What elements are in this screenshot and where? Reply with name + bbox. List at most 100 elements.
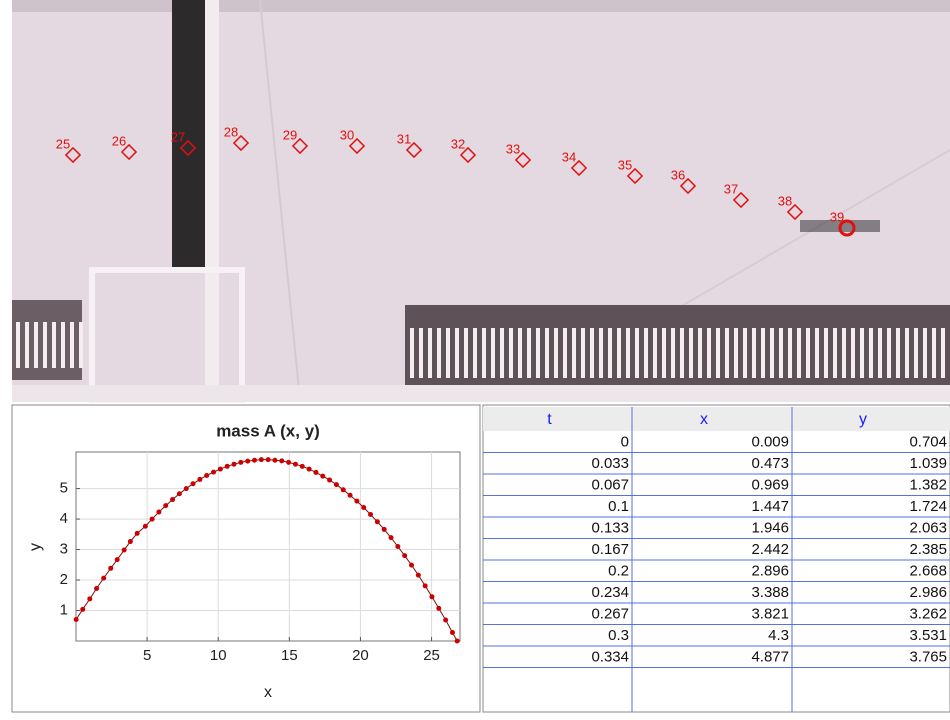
slat [797,328,801,378]
slat [653,328,657,378]
data-point [170,497,175,502]
slat [581,328,585,378]
x-tick-label: 15 [281,647,298,664]
data-point [94,586,99,591]
slat [527,328,531,378]
table-cell: 0.133 [591,520,629,537]
slat [455,328,459,378]
table-cell: 0.009 [751,434,789,451]
data-point [101,576,106,581]
slat [545,328,549,378]
marker-label: 37 [724,181,738,196]
page: 252627282930313233343536373839 mass A (x… [0,0,950,715]
slat [16,322,20,368]
data-point [74,617,79,622]
table-cell: 3.821 [751,606,789,623]
x-axis-label: x [264,684,272,701]
slat [869,328,873,378]
slat [437,328,441,378]
slat [878,328,882,378]
slat [536,328,540,378]
data-point [293,462,298,467]
slat [518,328,522,378]
slat [716,328,720,378]
ceiling [12,0,950,12]
slat [662,328,666,378]
data-point [163,503,168,508]
data-point [156,510,161,515]
slat [626,328,630,378]
marker-label: 36 [671,167,685,182]
data-point [211,470,216,475]
data-point [354,499,359,504]
slat [887,328,891,378]
slat [43,322,47,368]
table-cell: 0.704 [909,434,947,451]
data-point [204,473,209,478]
data-point [197,477,202,482]
data-point [443,617,448,622]
marker-label: 38 [778,193,792,208]
data-table: txy00.0090.7040.0330.4731.0390.0670.9691… [483,405,950,712]
data-point [225,464,230,469]
data-point [128,539,133,544]
table-cell: 0.3 [608,627,629,644]
slat [770,328,774,378]
data-point [455,639,460,644]
table-cell: 0.234 [591,584,629,601]
slat [671,328,675,378]
slat [698,328,702,378]
column-header: y [859,411,867,428]
marker-label: 31 [397,131,411,146]
data-point [259,457,264,462]
chart-title: mass A (x, y) [216,421,320,440]
slat [896,328,900,378]
data-point [348,493,353,498]
marker-label: 30 [340,127,354,142]
data-point [361,505,366,510]
slat [563,328,567,378]
data-point [143,524,148,529]
slat [689,328,693,378]
slat [707,328,711,378]
table-cell: 4.3 [768,627,789,644]
data-point [300,464,305,469]
table-cell: 1.724 [909,498,947,515]
slat [34,322,38,368]
y-tick-label: 3 [60,541,68,558]
table-cell: 0.473 [751,455,789,472]
table-cell: 0.2 [608,563,629,580]
x-tick-label: 5 [143,647,151,664]
data-point [436,606,441,611]
slat [500,328,504,378]
column-header: x [700,411,708,428]
data-point [115,557,120,562]
slat [914,328,918,378]
pillar-edge [205,0,219,400]
slat [905,328,909,378]
table-cell: 0.334 [591,649,629,666]
slat [599,328,603,378]
slat [815,328,819,378]
data-point [327,478,332,483]
data-point [191,481,196,486]
marker-label: 26 [112,133,126,148]
slat [806,328,810,378]
table-cell: 1.039 [909,455,947,472]
slat [824,328,828,378]
data-point [135,531,140,536]
table-cell: 3.531 [909,627,947,644]
table-cell: 0.067 [591,477,629,494]
data-point [150,517,155,522]
table-cell: 1.382 [909,477,947,494]
data-point [320,474,325,479]
marker-label: 32 [451,136,465,151]
table-cell: 2.442 [751,541,789,558]
table-cell: 4.877 [751,649,789,666]
table-cell: 0.1 [608,498,629,515]
marker-label: 39 [830,209,844,224]
data-point [395,544,400,549]
data-point [389,535,394,540]
data-point [429,594,434,599]
